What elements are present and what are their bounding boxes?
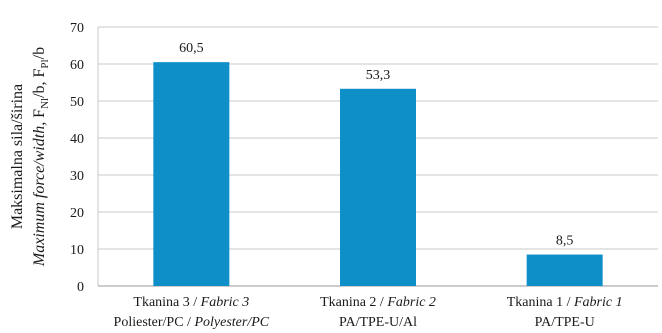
category-label: Tkanina 2 / Fabric 2 [320,295,436,310]
y-axis-subtitle: Maximum force/width, FNl/b, FPl/b [31,47,51,267]
y-tick-label: 70 [70,21,84,36]
y-tick-label: 30 [70,169,84,184]
category-sublabel: PA/TPE-U/Al [339,315,417,330]
y-tick-label: 10 [70,243,84,258]
category-label: Tkanina 1 / Fabric 1 [507,295,623,310]
data-label: 53,3 [366,68,391,83]
category-sublabel: PA/TPE-U [535,315,595,330]
bar [340,88,416,286]
y-tick-label: 40 [70,132,84,147]
bar [526,254,603,286]
category-label: Tkanina 3 / Fabric 3 [133,295,249,310]
y-tick-label: 20 [70,206,84,221]
y-axis-title: Maksimalna sila/širina [9,84,26,229]
data-label: 8,5 [556,234,574,249]
y-tick-label: 0 [77,280,84,295]
bar [153,62,230,287]
category-sublabel: Poliester/PC / Polyester/PC [114,315,270,330]
y-tick-label: 60 [70,58,84,73]
y-tick-label: 50 [70,95,84,110]
data-label: 60,5 [179,41,204,56]
